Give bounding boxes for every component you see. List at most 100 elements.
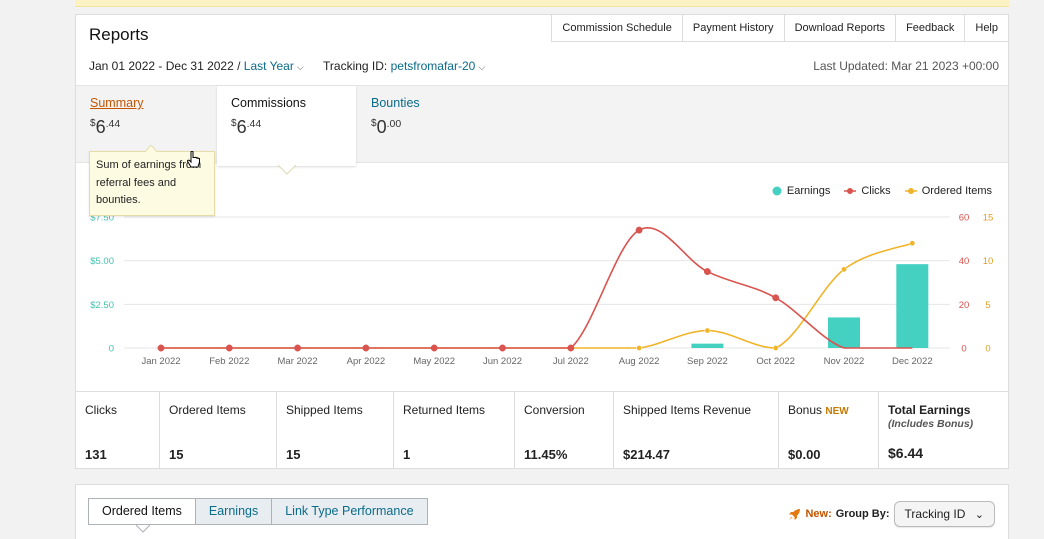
left-axis-tick: $5.00 [90,256,114,267]
tab-earnings[interactable]: Earnings [194,498,273,525]
stat-conversion: Conversion 11.45% [515,392,614,469]
right-axis-tick-clicks: 20 [959,300,970,311]
ordered-items-line [160,242,913,349]
right-axis-tick-items: 10 [983,256,994,267]
earnings-dot-icon [772,186,782,196]
stat-label: Shipped Items Revenue [623,403,752,417]
tooltip-arrow-icon [145,145,157,152]
stat-sublabel: (Includes Bonus) [888,418,974,430]
details-panel: Ordered Items Earnings Link Type Perform… [75,484,1009,539]
active-tab-pointer-icon [136,525,150,533]
stat-label: Total Earnings [888,403,971,417]
tab-summary[interactable]: Summary $6.44 [76,86,216,166]
ordered-items-point [636,345,642,351]
stat-shipped-items: Shipped Items 15 [277,392,394,469]
ordered-items-point [909,240,916,247]
clicks-point [772,294,780,302]
ordered-items-point [841,266,847,273]
hand-cursor-icon [187,151,200,168]
legend-earnings[interactable]: Earnings [772,185,830,197]
stat-bonus: Bonus NEW $0.00 [779,392,879,469]
tab-commissions-value: $6.44 [231,117,262,137]
nav-feedback[interactable]: Feedback [895,14,965,42]
date-filter-row: Jan 01 2022 - Dec 31 2022 / Last Year ⌵ T… [89,59,485,73]
stat-value: 15 [286,447,301,462]
rocket-icon [789,508,801,520]
tab-commissions[interactable]: Commissions $6.44 [217,86,356,166]
period-dropdown[interactable]: Last Year ⌵ [244,59,304,73]
x-axis-label: Aug 2022 [619,356,660,367]
ordered-items-point [772,345,779,351]
tab-bounties[interactable]: Bounties $0.00 [357,86,497,166]
right-axis-tick-clicks: 0 [961,344,966,355]
chevron-down-icon: ⌵ [296,62,304,72]
chevron-down-icon: ⌵ [478,62,486,72]
chevron-down-icon: ⌄ [974,509,984,521]
tab-link-type-performance[interactable]: Link Type Performance [271,498,428,525]
stat-value: $214.47 [623,447,670,462]
stat-label: Conversion [524,403,585,417]
nav-help[interactable]: Help [964,14,1009,42]
last-updated: Last Updated: Mar 21 2023 +00:00 [813,59,999,73]
clicks-point [157,344,165,352]
tab-bounties-label: Bounties [371,96,420,110]
nav-download-reports[interactable]: Download Reports [783,14,896,42]
group-by-value: Tracking ID [904,507,966,521]
ordered-items-line-icon [904,188,917,194]
x-axis-label: Oct 2022 [756,356,795,367]
stat-label: Returned Items [403,403,486,417]
stat-returned-items: Returned Items 1 [394,392,515,469]
stat-label: Ordered Items [169,403,246,417]
stat-label: Shipped Items [286,403,363,417]
chart-legend: Earnings Clicks Ordered Items [772,185,992,197]
x-axis-label: Jan 2022 [141,356,180,367]
x-axis-label: Dec 2022 [892,356,933,367]
summary-tooltip: Sum of earnings from referral fees and b… [89,145,215,216]
earnings-chart: 0 0 0 $2.50 20 5 $5.00 40 10 $7.50 60 15 Jan 2022 Feb… [90,213,994,368]
clicks-line-icon [844,188,857,194]
notification-banner [75,0,1009,7]
legend-ordered-items[interactable]: Ordered Items [904,185,992,197]
x-axis-label: Jul 2022 [553,356,589,367]
x-axis-label: Apr 2022 [347,356,386,367]
clicks-point [225,344,233,352]
date-range: Jan 01 2022 - Dec 31 2022 / [89,59,241,73]
nav-commission-schedule[interactable]: Commission Schedule [551,14,682,42]
clicks-point [499,344,506,352]
nav-payment-history[interactable]: Payment History [681,14,784,42]
legend-clicks[interactable]: Clicks [844,185,891,197]
clicks-point [362,344,370,352]
tracking-id-dropdown[interactable]: petsfromafar-20 ⌵ [391,59,486,73]
tracking-id-value: petsfromafar-20 [390,59,476,73]
clicks-line [160,227,913,349]
tab-summary-value: $6.44 [90,117,121,137]
stat-total-earnings: Total Earnings (Includes Bonus) $6.44 [879,392,1008,469]
left-axis-tick: $2.50 [90,300,114,311]
group-by-select[interactable]: Tracking ID ⌄ [893,501,995,527]
x-axis-label: Feb 2022 [209,356,249,367]
tab-ordered-items[interactable]: Ordered Items [88,498,196,525]
new-badge: NEW [825,406,849,417]
clicks-point [635,226,643,234]
x-axis-label: Jun 2022 [483,356,522,367]
stat-value: $6.44 [888,445,924,461]
x-axis-label: Nov 2022 [824,356,865,367]
stats-bar: Clicks 131 Ordered Items 15 Shipped Item… [76,391,1008,469]
group-by-control: New: Group By: Tracking ID ⌄ [788,501,995,527]
period-label: Last Year [243,59,294,73]
clicks-point [430,344,438,352]
x-axis-label: May 2022 [413,356,455,367]
ordered-items-point [704,327,711,334]
legend-earnings-label: Earnings [786,185,831,197]
left-axis-tick: 0 [109,344,114,355]
left-axis-tick: $7.50 [90,213,114,224]
earnings-bar [691,343,724,348]
earnings-bar [828,317,860,348]
stat-label: Bonus NEW [788,403,849,417]
active-tab-pointer-icon [278,165,296,175]
tracking-label: Tracking ID: [323,59,388,73]
clicks-point [567,344,575,352]
legend-ordered-items-label: Ordered Items [921,185,992,197]
tab-bounties-value: $0.00 [371,117,402,137]
right-axis-tick-items: 15 [983,213,994,224]
